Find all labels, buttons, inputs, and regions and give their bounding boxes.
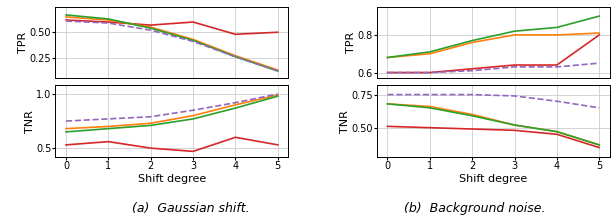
Text: (b)  Background noise.: (b) Background noise.: [403, 202, 545, 215]
Y-axis label: TNR: TNR: [339, 110, 350, 133]
Y-axis label: TNR: TNR: [25, 110, 34, 133]
Y-axis label: TPR: TPR: [18, 32, 28, 53]
X-axis label: Shift degree: Shift degree: [138, 174, 206, 184]
Y-axis label: TPR: TPR: [346, 32, 356, 53]
Text: (a)  Gaussian shift.: (a) Gaussian shift.: [132, 202, 249, 215]
X-axis label: Shift degree: Shift degree: [460, 174, 527, 184]
